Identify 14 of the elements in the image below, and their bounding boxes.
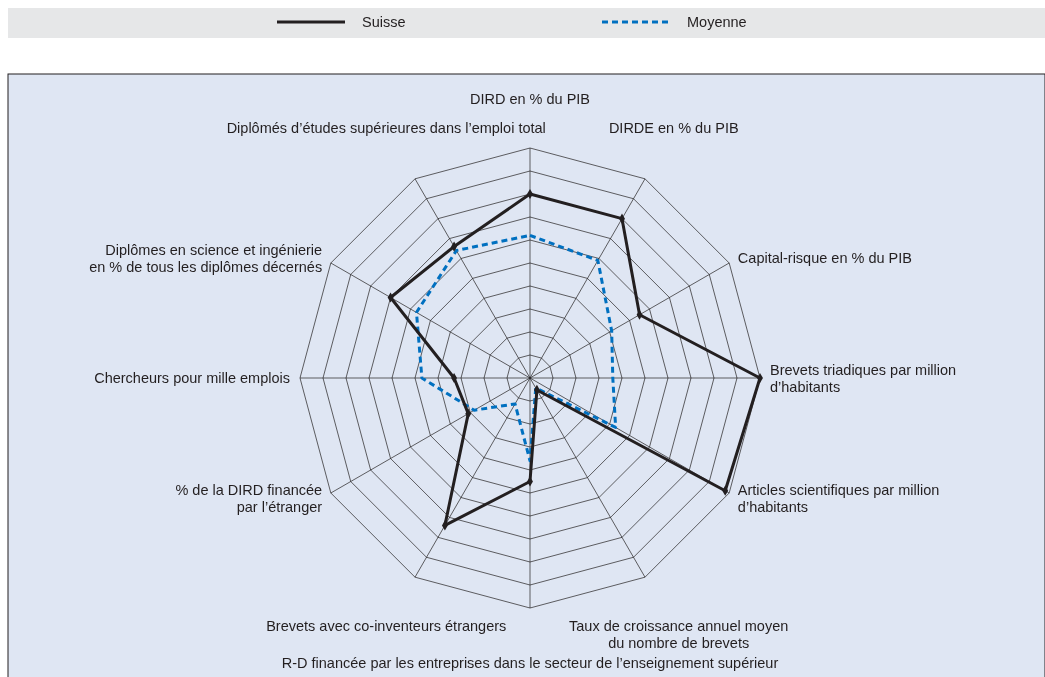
spoke-label: Diplômés d’études supérieures dans l’emploi total (226, 120, 546, 136)
spoke-label: Capital-risque en % du PIB (737, 250, 912, 266)
spoke-label: R-D financée par les entreprises dans le secteur de l’enseignement supérieur (281, 655, 779, 671)
spoke-label: Diplômes en science et ingénierie en % de tous les diplômes décernés (89, 241, 323, 275)
spoke-label: % de la DIRD financée par l’étranger (175, 481, 323, 515)
spoke-label: DIRDE en % du PIB (608, 120, 739, 136)
spoke-label: Brevets avec co-inventeurs étrangers (266, 618, 507, 634)
legend-label: Moyenne (687, 14, 747, 30)
spoke-label: Chercheurs pour mille emplois (94, 370, 290, 386)
spoke-label: Articles scientifiques par million d’habitants (737, 481, 940, 515)
legend-label: Suisse (362, 14, 406, 30)
spoke-label: Taux de croissance annuel moyen du nombre de brevets (569, 618, 789, 651)
spoke-label: DIRD en % du PIB (469, 91, 591, 107)
spoke-label: Brevets triadiques par million d’habitants (770, 361, 957, 395)
